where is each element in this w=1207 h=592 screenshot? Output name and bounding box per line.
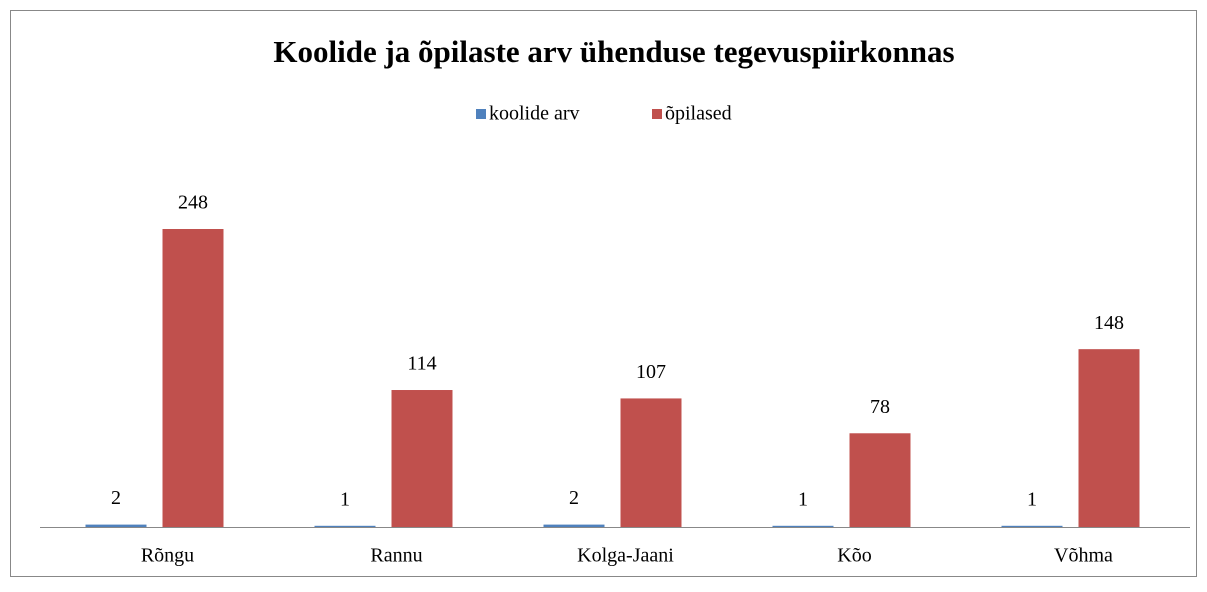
value-label: 78 — [870, 396, 890, 418]
legend-label: õpilased — [665, 103, 732, 125]
value-label: 2 — [569, 487, 579, 509]
value-label: 248 — [178, 192, 208, 214]
value-label: 2 — [111, 487, 121, 509]
bar — [85, 524, 147, 527]
x-tick-label: Kõo — [837, 545, 871, 567]
x-tick-label: Võhma — [1054, 545, 1113, 567]
bar — [849, 433, 911, 527]
value-label: 107 — [636, 361, 666, 383]
bar — [543, 524, 605, 527]
x-tick-label: Rannu — [370, 545, 422, 567]
value-label: 1 — [340, 488, 350, 510]
value-label: 148 — [1094, 312, 1124, 334]
bar — [1001, 525, 1063, 527]
legend-swatch — [652, 109, 662, 119]
x-tick-label: Rõngu — [141, 545, 194, 567]
legend-label: koolide arv — [489, 103, 580, 125]
x-tick-label: Kolga-Jaani — [577, 545, 674, 567]
bar — [620, 398, 682, 527]
value-label: 1 — [1027, 488, 1037, 510]
chart-title: Koolide ja õpilaste arv ühenduse tegevus… — [273, 34, 954, 69]
bar — [391, 390, 453, 527]
bar — [162, 229, 224, 527]
bar — [314, 525, 376, 527]
value-label: 114 — [407, 353, 436, 375]
bar — [1078, 349, 1140, 527]
value-label: 1 — [798, 488, 808, 510]
legend-swatch — [476, 109, 486, 119]
bar — [772, 525, 834, 527]
